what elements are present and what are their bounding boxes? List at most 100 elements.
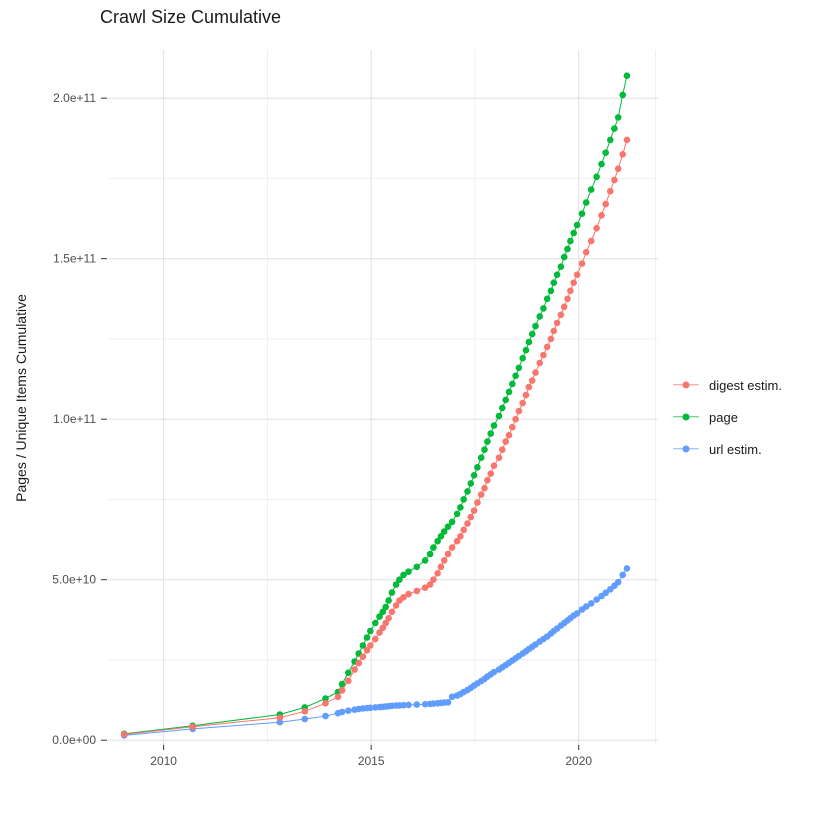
data-point-page xyxy=(376,613,383,620)
data-point-page xyxy=(448,518,456,526)
data-point-page xyxy=(553,271,561,279)
data-point-digest-estim xyxy=(359,653,367,660)
data-point-page xyxy=(522,346,530,354)
series-url-estim xyxy=(120,565,631,739)
series-line-digest-estim xyxy=(124,139,628,735)
y-tick-label: 1.5e+11 xyxy=(53,252,96,266)
data-point-digest-estim xyxy=(413,587,421,595)
data-point-digest-estim xyxy=(593,224,600,232)
data-point-url-estim xyxy=(421,700,429,708)
data-point-page xyxy=(557,263,565,271)
data-point-digest-estim xyxy=(611,176,618,184)
data-point-digest-estim xyxy=(557,311,565,319)
data-point-digest-estim xyxy=(550,327,558,335)
data-point-digest-estim xyxy=(301,708,309,715)
legend-label-url-estim: url estim. xyxy=(709,441,762,457)
data-point-digest-estim xyxy=(351,666,358,673)
data-point-digest-estim xyxy=(430,576,437,583)
data-point-digest-estim xyxy=(421,584,429,591)
data-point-digest-estim xyxy=(512,415,519,423)
data-point-page xyxy=(453,510,461,518)
x-tick-label: 2020 xyxy=(565,754,592,768)
data-point-page xyxy=(372,619,379,627)
data-point-page xyxy=(564,245,571,253)
data-point-digest-estim xyxy=(367,642,374,649)
data-point-page xyxy=(345,669,352,677)
data-point-digest-estim xyxy=(509,423,516,431)
legend-item-digest-estim: digest estim. xyxy=(672,374,782,396)
data-point-digest-estim xyxy=(525,383,533,391)
data-point-digest-estim xyxy=(567,287,574,295)
data-point-page xyxy=(578,210,586,217)
data-point-page xyxy=(460,496,468,503)
data-point-page xyxy=(382,603,390,611)
data-point-digest-estim xyxy=(355,659,363,667)
data-point-digest-estim xyxy=(385,614,392,622)
data-point-page xyxy=(437,533,445,540)
data-point-digest-estim xyxy=(322,700,329,707)
data-point-page xyxy=(543,295,551,303)
data-point-page xyxy=(570,229,577,237)
data-point-digest-estim xyxy=(467,513,475,521)
data-point-page xyxy=(481,446,488,454)
data-point-url-estim xyxy=(614,578,622,586)
data-point-page xyxy=(560,253,568,261)
data-point-page xyxy=(444,523,452,530)
data-point-page xyxy=(540,305,547,312)
data-point-page xyxy=(536,313,543,320)
data-point-page xyxy=(363,634,371,641)
legend-label-digest-estim: digest estim. xyxy=(709,377,782,393)
data-point-digest-estim xyxy=(619,151,626,158)
data-point-page xyxy=(490,422,498,429)
data-point-page xyxy=(396,576,403,583)
data-point-page xyxy=(519,354,526,362)
data-point-url-estim xyxy=(593,596,600,603)
data-point-digest-estim xyxy=(607,187,614,195)
data-point-digest-estim xyxy=(522,391,530,399)
data-point-page xyxy=(440,528,448,535)
data-point-page xyxy=(322,695,329,702)
data-point-url-estim xyxy=(367,704,374,712)
data-point-digest-estim xyxy=(598,212,605,219)
data-point-digest-estim xyxy=(487,470,495,478)
data-point-digest-estim xyxy=(519,399,526,407)
data-point-page xyxy=(470,472,478,479)
data-point-url-estim xyxy=(582,603,590,610)
data-point-digest-estim xyxy=(536,359,543,367)
data-point-digest-estim xyxy=(372,635,379,643)
data-point-url-estim xyxy=(573,610,581,617)
data-point-page xyxy=(457,504,464,511)
data-point-page xyxy=(532,322,539,330)
data-point-page xyxy=(567,237,574,245)
data-point-digest-estim xyxy=(444,550,452,558)
data-point-page xyxy=(547,287,555,295)
data-point-digest-estim xyxy=(434,570,441,577)
data-point-page xyxy=(400,571,407,579)
x-tick-label: 2015 xyxy=(358,754,385,768)
data-point-page xyxy=(413,563,421,571)
data-point-digest-estim xyxy=(543,343,551,351)
data-point-digest-estim xyxy=(470,507,478,514)
data-point-url-estim xyxy=(444,699,452,706)
data-point-digest-estim xyxy=(474,499,481,506)
legend-key-icon xyxy=(672,442,700,456)
data-point-digest-estim xyxy=(338,687,346,694)
data-point-digest-estim xyxy=(540,351,547,359)
data-point-page xyxy=(385,597,392,604)
data-point-digest-estim xyxy=(460,526,468,534)
data-point-digest-estim xyxy=(363,647,371,654)
data-point-url-estim xyxy=(448,693,456,701)
data-point-page xyxy=(477,454,485,462)
data-point-page xyxy=(525,338,533,346)
data-point-digest-estim xyxy=(345,677,352,685)
data-point-page xyxy=(611,125,618,132)
data-point-digest-estim xyxy=(477,491,485,498)
y-tick-label: 1.0e+11 xyxy=(53,412,96,426)
data-point-digest-estim xyxy=(120,731,128,738)
data-point-digest-estim xyxy=(405,590,412,598)
data-point-digest-estim xyxy=(564,295,571,303)
x-tick-label: 2010 xyxy=(150,754,177,768)
data-point-page xyxy=(421,557,429,564)
data-point-page xyxy=(379,608,387,616)
